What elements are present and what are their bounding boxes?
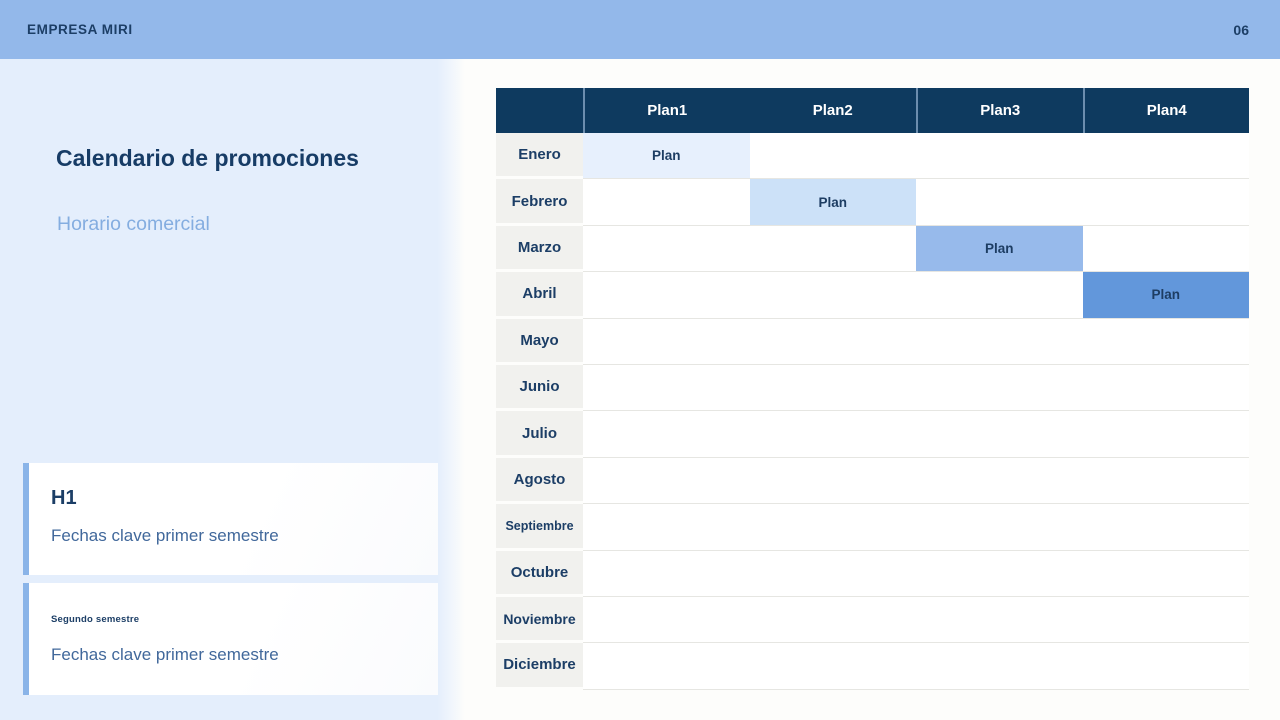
calendar-cell (916, 411, 1083, 458)
month-label: Mayo (496, 318, 583, 365)
calendar-row-agosto: Agosto (496, 457, 1249, 505)
calendar-cell (583, 550, 750, 597)
calendar-cell (583, 272, 750, 319)
calendar-cell (1082, 225, 1249, 273)
calendar-cell (583, 411, 750, 458)
calendar-cell (1082, 318, 1249, 365)
calendar-cell (749, 504, 916, 551)
month-label: Marzo (496, 225, 583, 273)
calendar-cell (749, 225, 916, 273)
calendar-row-octubre: Octubre (496, 550, 1249, 597)
summary-card-first-semester: H1 Fechas clave primer semestre (23, 463, 438, 575)
calendar-header-row: Plan1 Plan2 Plan3 Plan4 (496, 88, 1249, 133)
column-header-plan3: Plan3 (916, 88, 1083, 133)
calendar-header-corner (496, 88, 583, 133)
company-name: EMPRESA MIRI (27, 22, 133, 37)
calendar-cell (749, 643, 916, 690)
calendar-cell (1082, 550, 1249, 597)
calendar-cell (583, 596, 750, 644)
calendar-row-septiembre: Septiembre (496, 504, 1249, 551)
calendar-cell (583, 364, 750, 412)
calendar-cell (583, 179, 750, 226)
month-label: Junio (496, 364, 583, 412)
calendar-row-marzo: Marzo Plan (496, 225, 1249, 273)
calendar-cell (916, 643, 1083, 690)
calendar-cell (916, 596, 1083, 644)
calendar-cell (916, 457, 1083, 505)
month-label: Febrero (496, 179, 583, 226)
calendar-cell (749, 272, 916, 319)
card-body: Segundo semestre Fechas clave primer sem… (29, 583, 438, 695)
calendar-row-febrero: Febrero Plan (496, 179, 1249, 226)
month-label: Diciembre (496, 643, 583, 690)
card-body: H1 Fechas clave primer semestre (29, 463, 438, 575)
column-header-plan1: Plan1 (583, 88, 750, 133)
calendar-row-diciembre: Diciembre (496, 643, 1249, 690)
calendar-row-noviembre: Noviembre (496, 596, 1249, 644)
calendar-cell (916, 364, 1083, 412)
month-label: Septiembre (496, 504, 583, 551)
calendar-cell (916, 272, 1083, 319)
top-bar: EMPRESA MIRI 06 (0, 0, 1280, 59)
calendar-cell (1082, 457, 1249, 505)
calendar-cell: Plan (916, 225, 1083, 273)
calendar-cell (916, 133, 1083, 180)
calendar-cell (1082, 643, 1249, 690)
month-label: Julio (496, 411, 583, 458)
gantt-bar-plan2: Plan (749, 179, 916, 225)
gantt-bar-plan4: Plan (1082, 272, 1249, 318)
month-label: Abril (496, 272, 583, 319)
calendar-cell (583, 504, 750, 551)
calendar-cell (916, 318, 1083, 365)
month-label: Noviembre (496, 596, 583, 644)
calendar-cell (749, 457, 916, 505)
calendar-cell (749, 596, 916, 644)
calendar-cell: Plan (1082, 272, 1249, 319)
calendar-cell (1082, 596, 1249, 644)
month-label: Enero (496, 133, 583, 180)
calendar-cell: Plan (749, 179, 916, 226)
calendar-cell (583, 318, 750, 365)
calendar-cell (749, 411, 916, 458)
calendar-cell: Plan (583, 133, 750, 180)
calendar-cell (583, 225, 750, 273)
calendar-cell (1082, 504, 1249, 551)
calendar-cell (749, 318, 916, 365)
gantt-bar-plan3: Plan (916, 225, 1083, 272)
card-heading: H1 (51, 487, 77, 509)
calendar-row-mayo: Mayo (496, 318, 1249, 365)
summary-card-second-semester: Segundo semestre Fechas clave primer sem… (23, 583, 438, 695)
column-header-plan2: Plan2 (812, 102, 853, 119)
calendar-row-julio: Julio (496, 411, 1249, 458)
promotions-calendar-table: Plan1 Plan2 Plan3 Plan4 Enero Plan Febre… (496, 88, 1249, 690)
card-description: Fechas clave primer semestre (51, 645, 279, 664)
calendar-cell (1082, 364, 1249, 412)
card-accent-bar (23, 583, 29, 695)
calendar-cell (916, 550, 1083, 597)
gantt-bar-plan1: Plan (583, 133, 750, 179)
calendar-cell (749, 133, 916, 180)
calendar-cell (583, 643, 750, 690)
card-accent-bar (23, 463, 29, 575)
calendar-cell (1082, 133, 1249, 180)
calendar-row-junio: Junio (496, 364, 1249, 412)
card-heading: Segundo semestre (51, 614, 140, 625)
month-label: Octubre (496, 550, 583, 597)
page-title: Calendario de promociones (56, 145, 359, 171)
page-number: 06 (1233, 21, 1249, 38)
calendar-cell (1082, 411, 1249, 458)
calendar-cell (916, 179, 1083, 226)
card-description: Fechas clave primer semestre (51, 526, 279, 545)
calendar-cell (749, 550, 916, 597)
page-subtitle: Horario comercial (57, 213, 210, 235)
month-label: Agosto (496, 457, 583, 505)
calendar-cell (583, 457, 750, 505)
calendar-row-abril: Abril Plan (496, 272, 1249, 319)
calendar-cell (1082, 179, 1249, 226)
calendar-cell (916, 504, 1083, 551)
calendar-row-enero: Enero Plan (496, 133, 1249, 180)
calendar-cell (749, 364, 916, 412)
column-header-plan4: Plan4 (1082, 88, 1250, 133)
